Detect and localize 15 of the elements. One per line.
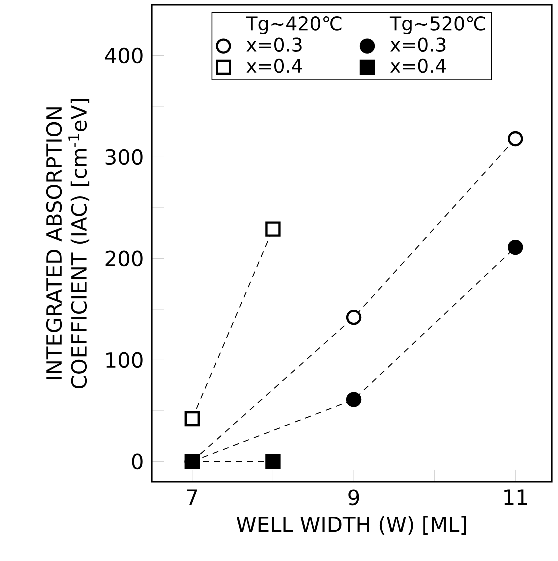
- legend-label: x=0.3: [246, 38, 302, 52]
- x-axis-title: WELL WIDTH (W) [ML]: [236, 516, 466, 536]
- legend-label: x=0.4: [246, 58, 302, 74]
- y-tick-label: 300: [106, 149, 143, 166]
- y-tick-label: 100: [106, 352, 143, 368]
- annotation: Tg~520℃: [390, 16, 486, 35]
- x-tick-label: 11: [504, 490, 528, 506]
- y-tick-label: 400: [105, 48, 143, 64]
- x-tick-label: 9: [348, 490, 360, 506]
- legend-label: x=0.3: [390, 38, 446, 52]
- x-tick-label: 7: [187, 490, 198, 506]
- annotation: Tg~420℃: [246, 16, 342, 35]
- legend-label: x=0.4: [390, 58, 446, 74]
- y-tick-label: 0: [132, 454, 143, 470]
- y-tick-label: 200: [106, 250, 143, 267]
